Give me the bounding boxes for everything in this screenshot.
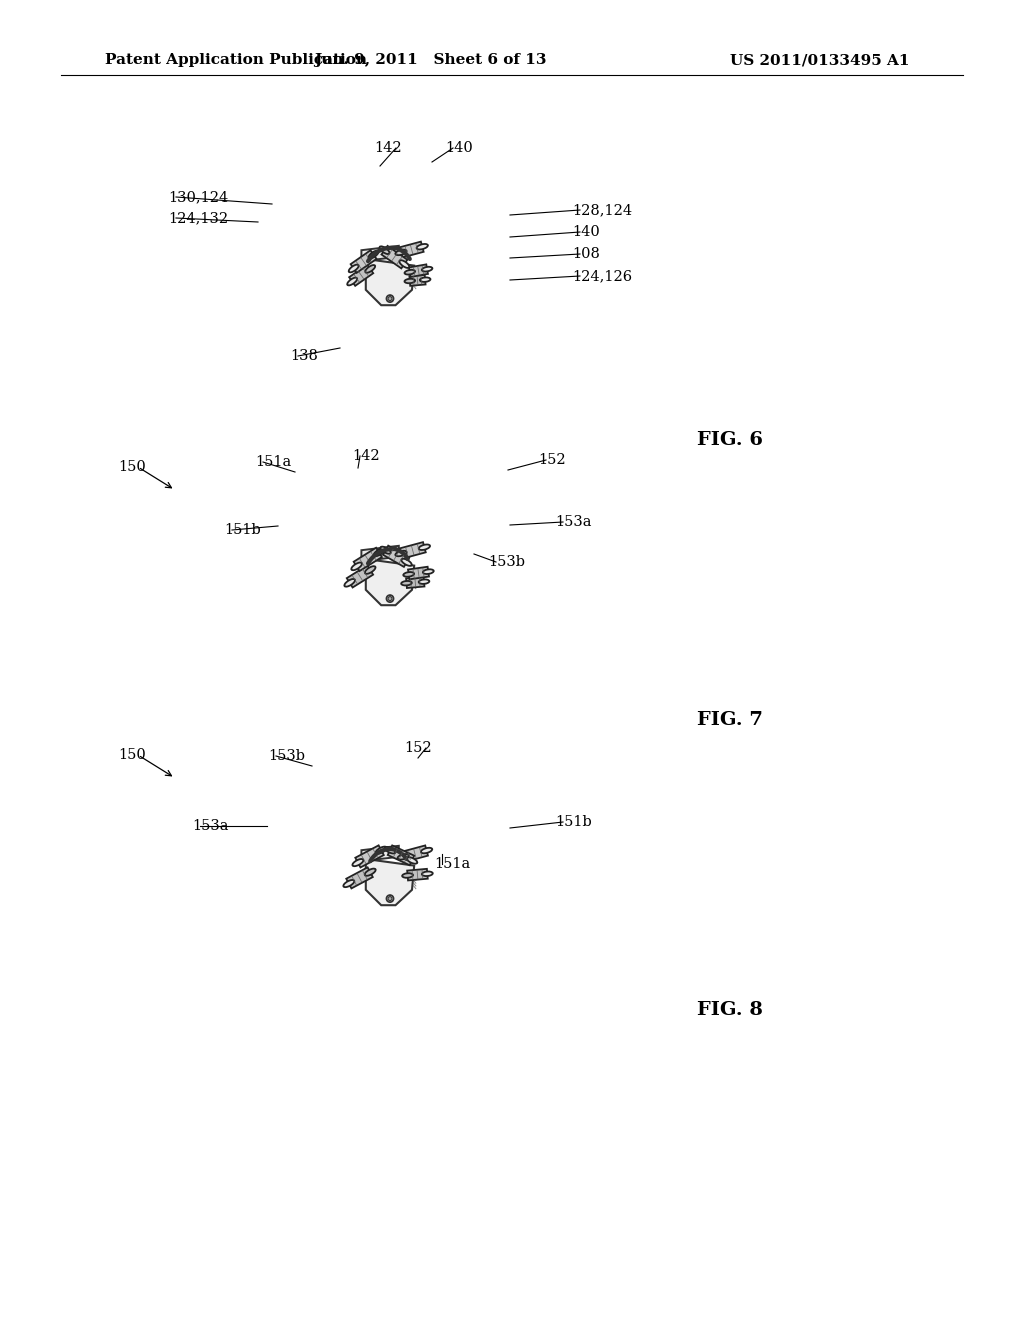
Text: 153b: 153b — [268, 748, 305, 763]
Ellipse shape — [401, 581, 412, 585]
Ellipse shape — [352, 859, 364, 866]
Polygon shape — [366, 558, 414, 605]
Text: 150: 150 — [118, 748, 145, 762]
Ellipse shape — [420, 277, 430, 282]
Polygon shape — [353, 548, 382, 572]
Ellipse shape — [423, 569, 434, 574]
Text: 140: 140 — [445, 141, 473, 154]
Text: 151a: 151a — [255, 455, 291, 469]
Polygon shape — [346, 867, 373, 888]
Circle shape — [388, 896, 392, 900]
Polygon shape — [409, 264, 428, 277]
Polygon shape — [361, 246, 398, 261]
Text: FIG. 8: FIG. 8 — [697, 1001, 763, 1019]
Ellipse shape — [404, 279, 415, 284]
Ellipse shape — [374, 549, 384, 556]
Circle shape — [386, 296, 393, 302]
Polygon shape — [355, 845, 384, 867]
Text: 138: 138 — [290, 348, 317, 363]
Ellipse shape — [369, 251, 379, 259]
Text: 153a: 153a — [193, 818, 228, 833]
Polygon shape — [382, 246, 408, 268]
Circle shape — [388, 297, 392, 301]
Text: 152: 152 — [404, 741, 432, 755]
Ellipse shape — [380, 247, 389, 253]
Ellipse shape — [366, 265, 375, 273]
Ellipse shape — [407, 857, 418, 863]
Ellipse shape — [381, 546, 391, 554]
Ellipse shape — [419, 579, 429, 583]
Ellipse shape — [349, 264, 358, 272]
Ellipse shape — [401, 558, 412, 566]
Text: 153b: 153b — [488, 554, 525, 569]
Text: 124,126: 124,126 — [572, 269, 632, 282]
Polygon shape — [410, 275, 426, 286]
Polygon shape — [408, 566, 429, 579]
Ellipse shape — [347, 277, 357, 285]
Circle shape — [386, 595, 393, 602]
Text: 151b: 151b — [224, 523, 261, 537]
Text: 142: 142 — [374, 141, 401, 154]
Text: 142: 142 — [352, 449, 380, 463]
Text: 150: 150 — [118, 459, 145, 474]
Polygon shape — [388, 845, 414, 865]
Text: 151a: 151a — [434, 857, 470, 871]
Ellipse shape — [404, 269, 415, 275]
Text: 151b: 151b — [555, 814, 592, 829]
Text: Jun. 9, 2011   Sheet 6 of 13: Jun. 9, 2011 Sheet 6 of 13 — [313, 53, 546, 67]
Polygon shape — [361, 846, 398, 861]
Ellipse shape — [365, 566, 376, 574]
Ellipse shape — [351, 562, 361, 570]
Polygon shape — [399, 543, 426, 558]
Polygon shape — [347, 565, 373, 587]
Polygon shape — [408, 869, 428, 880]
Ellipse shape — [422, 871, 433, 876]
Ellipse shape — [385, 847, 395, 854]
Polygon shape — [366, 259, 414, 305]
Polygon shape — [383, 545, 410, 566]
Ellipse shape — [365, 869, 376, 875]
Ellipse shape — [422, 267, 432, 272]
Text: 108: 108 — [572, 247, 600, 261]
Polygon shape — [407, 577, 425, 587]
Polygon shape — [349, 264, 373, 286]
Polygon shape — [350, 251, 377, 273]
Text: 130,124: 130,124 — [168, 190, 228, 205]
Ellipse shape — [417, 244, 428, 249]
Polygon shape — [361, 545, 398, 561]
Text: FIG. 6: FIG. 6 — [697, 432, 763, 449]
Ellipse shape — [376, 846, 387, 854]
Ellipse shape — [395, 550, 407, 556]
Ellipse shape — [402, 874, 413, 878]
Circle shape — [386, 895, 393, 902]
Text: 128,124: 128,124 — [572, 203, 632, 216]
Text: 152: 152 — [538, 453, 565, 467]
Polygon shape — [366, 859, 414, 906]
Text: 140: 140 — [572, 224, 600, 239]
Text: 153a: 153a — [555, 515, 592, 529]
Polygon shape — [401, 845, 428, 862]
Ellipse shape — [343, 880, 354, 887]
Ellipse shape — [403, 572, 414, 577]
Ellipse shape — [397, 854, 409, 859]
Text: US 2011/0133495 A1: US 2011/0133495 A1 — [730, 53, 910, 67]
Ellipse shape — [421, 847, 432, 853]
Circle shape — [388, 597, 392, 601]
Ellipse shape — [395, 249, 407, 255]
Ellipse shape — [419, 544, 430, 550]
Ellipse shape — [344, 579, 355, 586]
Ellipse shape — [399, 260, 410, 268]
Text: Patent Application Publication: Patent Application Publication — [105, 53, 367, 67]
Text: FIG. 7: FIG. 7 — [697, 711, 763, 729]
Text: 124,132: 124,132 — [168, 211, 228, 224]
Polygon shape — [399, 242, 424, 257]
